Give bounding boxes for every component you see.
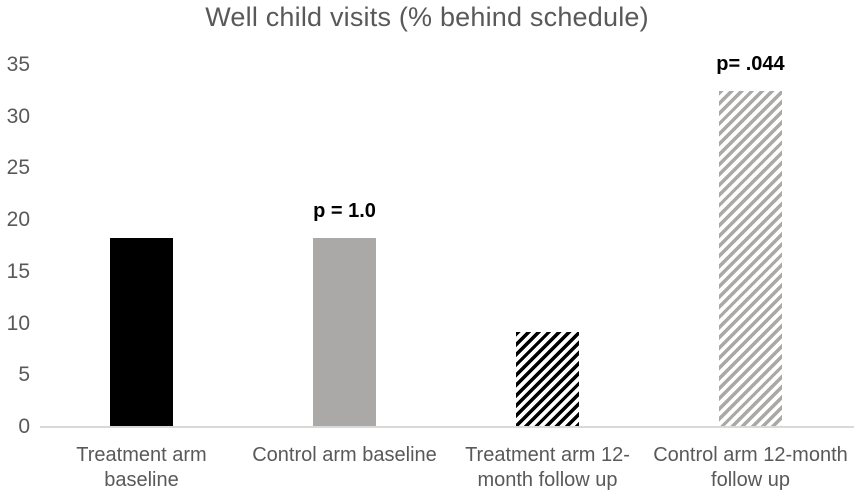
bar [719, 90, 782, 426]
x-axis-tick-line: Control arm 12-month [653, 444, 848, 466]
bar-annotation: p = 1.0 [313, 199, 376, 222]
bar [516, 331, 579, 426]
x-axis-tick-label: Control arm 12-month follow up [645, 443, 854, 492]
x-axis-line [40, 426, 854, 428]
y-axis-tick-label: 35 [6, 53, 30, 76]
x-axis-tick-label: Treatment arm baseline [36, 443, 248, 492]
x-axis-tick-line: Treatment arm 12- [465, 444, 630, 466]
x-axis-tick-line: baseline [104, 469, 179, 491]
y-axis-tick-label: 5 [18, 363, 30, 387]
x-axis-tick-line: follow up [711, 469, 790, 491]
x-axis-tick-label: Control arm baseline [239, 443, 451, 468]
x-axis-tick-label: Treatment arm 12- month follow up [442, 443, 654, 492]
bar [313, 237, 376, 426]
bar [110, 237, 173, 426]
y-axis-tick-label: 30 [6, 104, 30, 128]
x-axis-tick-line: Control arm baseline [252, 444, 437, 466]
y-axis-tick-label: 10 [6, 311, 30, 335]
x-axis-tick-line: Treatment arm [76, 444, 207, 466]
bar-annotation: p= .044 [716, 52, 785, 75]
y-axis-tick-label: 25 [6, 156, 30, 180]
y-axis-tick-label: 15 [6, 259, 30, 283]
y-axis-tick-label: 0 [18, 415, 30, 438]
chart-title: Well child visits (% behind schedule) [205, 2, 649, 32]
x-axis-tick-line: month follow up [477, 469, 618, 491]
y-axis-tick-label: 20 [6, 208, 30, 232]
